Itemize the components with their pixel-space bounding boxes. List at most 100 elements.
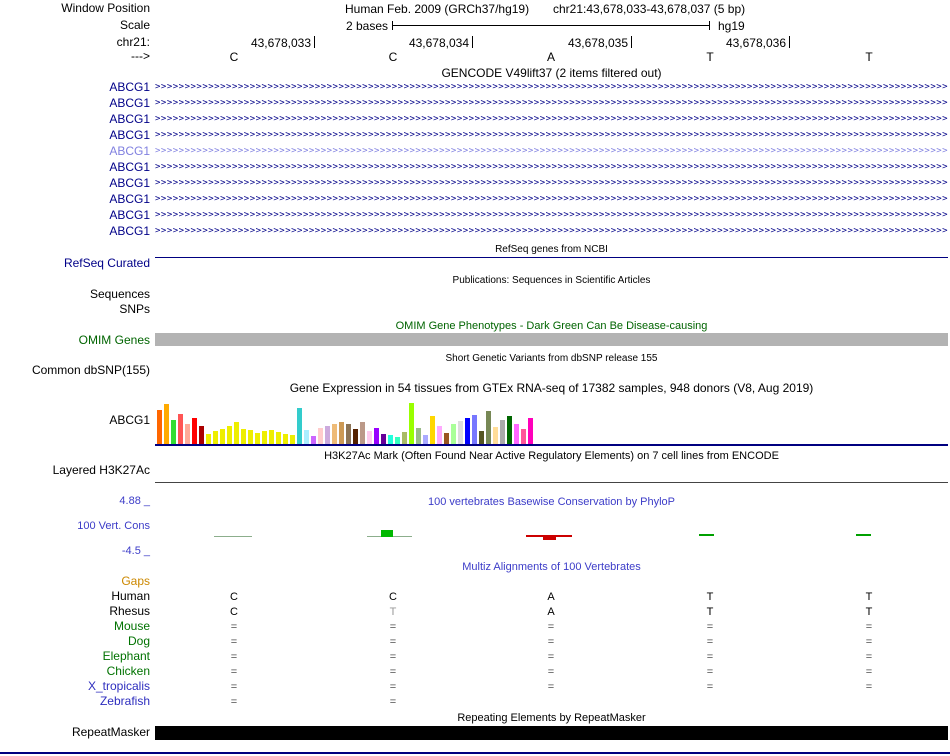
gencode-gene-row[interactable]: >>>>>>>>>>>>>>>>>>>>>>>>>>>>>>>>>>>>>>>>… <box>155 226 948 236</box>
gtex-bar[interactable] <box>248 430 253 444</box>
repeatmasker-track-label[interactable]: RepeatMasker <box>71 725 150 739</box>
gencode-gene-label[interactable]: ABCG1 <box>109 80 150 94</box>
gtex-bar[interactable] <box>311 436 316 444</box>
gtex-bar[interactable] <box>220 429 225 444</box>
gtex-bar[interactable] <box>255 433 260 444</box>
gtex-bar[interactable] <box>451 424 456 444</box>
gencode-gene-label[interactable]: ABCG1 <box>109 144 150 158</box>
gtex-bar-chart[interactable] <box>155 400 948 444</box>
repeatmasker-bar[interactable] <box>155 726 948 740</box>
gtex-gene-label[interactable]: ABCG1 <box>109 413 150 427</box>
gtex-bar[interactable] <box>360 422 365 444</box>
gencode-gene-label[interactable]: ABCG1 <box>109 208 150 222</box>
gtex-bar[interactable] <box>290 435 295 444</box>
gtex-bar[interactable] <box>283 434 288 444</box>
multiz-species-label[interactable]: Rhesus <box>109 604 150 618</box>
gtex-bar[interactable] <box>486 411 491 444</box>
gtex-bar[interactable] <box>444 433 449 444</box>
gtex-bar[interactable] <box>500 420 505 444</box>
gencode-gene-row[interactable]: >>>>>>>>>>>>>>>>>>>>>>>>>>>>>>>>>>>>>>>>… <box>155 146 948 156</box>
reference-base: C <box>388 50 398 64</box>
gtex-bar[interactable] <box>430 416 435 444</box>
phylop-track-label[interactable]: 100 Vert. Cons <box>77 520 150 532</box>
scale-bar <box>392 21 710 30</box>
gtex-bar[interactable] <box>493 427 498 444</box>
sequences-track-label[interactable]: Sequences <box>89 287 150 301</box>
gtex-bar[interactable] <box>339 422 344 444</box>
gencode-gene-label[interactable]: ABCG1 <box>109 96 150 110</box>
gtex-bar[interactable] <box>297 408 302 444</box>
gtex-bar[interactable] <box>374 428 379 444</box>
gtex-bar[interactable] <box>479 431 484 444</box>
gencode-gene-label[interactable]: ABCG1 <box>109 112 150 126</box>
gtex-bar[interactable] <box>388 435 393 444</box>
refseq-curated-item-line[interactable] <box>155 257 948 258</box>
gencode-gene-row[interactable]: >>>>>>>>>>>>>>>>>>>>>>>>>>>>>>>>>>>>>>>>… <box>155 82 948 92</box>
gencode-gene-label[interactable]: ABCG1 <box>109 192 150 206</box>
gtex-bar[interactable] <box>206 434 211 444</box>
multiz-cell: = <box>547 636 555 648</box>
gtex-bar[interactable] <box>332 424 337 444</box>
dbsnp-track-label[interactable]: Common dbSNP(155) <box>31 363 150 377</box>
gencode-gene-row[interactable]: >>>>>>>>>>>>>>>>>>>>>>>>>>>>>>>>>>>>>>>>… <box>155 114 948 124</box>
gencode-gene-label[interactable]: ABCG1 <box>109 128 150 142</box>
gtex-bar[interactable] <box>346 424 351 444</box>
gtex-bar[interactable] <box>381 434 386 444</box>
gencode-gene-row[interactable]: >>>>>>>>>>>>>>>>>>>>>>>>>>>>>>>>>>>>>>>>… <box>155 178 948 188</box>
omim-genes-bar[interactable] <box>155 333 948 346</box>
gtex-bar[interactable] <box>171 420 176 444</box>
gtex-bar[interactable] <box>234 422 239 444</box>
multiz-species-label[interactable]: Chicken <box>106 664 150 678</box>
gtex-bar[interactable] <box>213 431 218 444</box>
gencode-gene-row[interactable]: >>>>>>>>>>>>>>>>>>>>>>>>>>>>>>>>>>>>>>>>… <box>155 98 948 108</box>
gencode-gene-row[interactable]: >>>>>>>>>>>>>>>>>>>>>>>>>>>>>>>>>>>>>>>>… <box>155 194 948 204</box>
gtex-bar[interactable] <box>262 431 267 444</box>
gtex-bar[interactable] <box>437 426 442 444</box>
gencode-gene-row[interactable]: >>>>>>>>>>>>>>>>>>>>>>>>>>>>>>>>>>>>>>>>… <box>155 162 948 172</box>
gtex-bar[interactable] <box>416 428 421 444</box>
multiz-species-label[interactable]: Human <box>111 589 150 603</box>
gencode-gene-label[interactable]: ABCG1 <box>109 176 150 190</box>
multiz-species-label[interactable]: Mouse <box>113 619 150 633</box>
gtex-bar[interactable] <box>465 418 470 444</box>
gtex-bar[interactable] <box>318 428 323 444</box>
gtex-bar[interactable] <box>185 424 190 444</box>
gtex-bar[interactable] <box>458 421 463 444</box>
conservation-mark <box>699 534 714 536</box>
gencode-gene-label[interactable]: ABCG1 <box>109 224 150 238</box>
gtex-bar[interactable] <box>325 426 330 444</box>
multiz-species-label[interactable]: Elephant <box>102 649 150 663</box>
refseq-curated-label[interactable]: RefSeq Curated <box>63 256 150 270</box>
gtex-bar[interactable] <box>514 424 519 444</box>
gencode-gene-label[interactable]: ABCG1 <box>109 160 150 174</box>
gtex-bar[interactable] <box>409 403 414 444</box>
h3k27ac-track-label[interactable]: Layered H3K27Ac <box>52 463 150 477</box>
gtex-bar[interactable] <box>507 416 512 444</box>
multiz-species-label[interactable]: X_tropicalis <box>87 679 150 693</box>
gtex-bar[interactable] <box>192 418 197 444</box>
gtex-bar[interactable] <box>423 435 428 444</box>
snps-track-label[interactable]: SNPs <box>119 302 150 316</box>
multiz-species-label[interactable]: Zebrafish <box>99 694 150 708</box>
omim-genes-label[interactable]: OMIM Genes <box>78 333 150 347</box>
gtex-bar[interactable] <box>157 410 162 444</box>
gtex-bar[interactable] <box>367 431 372 444</box>
gtex-bar[interactable] <box>402 432 407 444</box>
gtex-bar[interactable] <box>304 430 309 444</box>
gtex-bar[interactable] <box>472 415 477 444</box>
gencode-gene-row[interactable]: >>>>>>>>>>>>>>>>>>>>>>>>>>>>>>>>>>>>>>>>… <box>155 130 948 140</box>
gtex-bar[interactable] <box>269 430 274 444</box>
gtex-bar[interactable] <box>521 429 526 444</box>
gtex-bar[interactable] <box>395 437 400 444</box>
gencode-gene-row[interactable]: >>>>>>>>>>>>>>>>>>>>>>>>>>>>>>>>>>>>>>>>… <box>155 210 948 220</box>
gtex-bar[interactable] <box>276 432 281 444</box>
gtex-bar[interactable] <box>353 429 358 444</box>
gtex-bar[interactable] <box>178 414 183 444</box>
gtex-bar[interactable] <box>199 426 204 444</box>
gtex-bar[interactable] <box>227 426 232 444</box>
gtex-bar[interactable] <box>528 418 533 444</box>
multiz-species-label[interactable]: Dog <box>127 634 150 648</box>
multiz-cell: T <box>706 606 714 618</box>
gtex-bar[interactable] <box>164 404 169 444</box>
gtex-bar[interactable] <box>241 429 246 444</box>
